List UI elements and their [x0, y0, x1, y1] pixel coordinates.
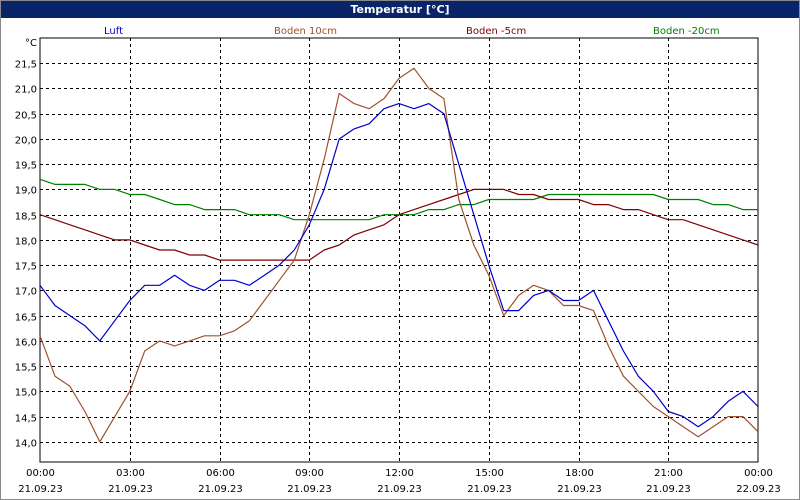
- legend-luft: Luft: [104, 26, 123, 37]
- y-tick-label: 15,5: [15, 363, 37, 374]
- y-tick-label: 14,5: [15, 414, 37, 425]
- y-tick-label: 18,0: [15, 237, 37, 248]
- y-tick-label: 18,5: [15, 212, 37, 223]
- x-tick-time: 21:00: [654, 468, 683, 479]
- x-tick-time: 18:00: [565, 468, 594, 479]
- x-tick-date: 22.09.23: [736, 484, 781, 495]
- y-tick-label: 19,0: [15, 186, 37, 197]
- x-tick-time: 03:00: [116, 468, 145, 479]
- x-tick-time: 00:00: [744, 468, 773, 479]
- y-tick-label: 16,0: [15, 338, 37, 349]
- y-tick-label: 15,0: [15, 388, 37, 399]
- y-tick-label: 21,0: [15, 85, 37, 96]
- legend-boden-10cm: Boden 10cm: [274, 26, 337, 37]
- x-tick-date: 21.09.23: [646, 484, 691, 495]
- x-tick-date: 21.09.23: [108, 484, 153, 495]
- x-tick-date: 21.09.23: [377, 484, 422, 495]
- x-tick-time: 12:00: [385, 468, 414, 479]
- x-tick-time: 00:00: [26, 468, 55, 479]
- y-tick-label: 14,0: [15, 439, 37, 450]
- y-tick-label: 21,5: [15, 60, 37, 71]
- chart-title: Temperatur [°C]: [1, 1, 799, 18]
- y-tick-label: 19,5: [15, 161, 37, 172]
- x-tick-date: 21.09.23: [557, 484, 602, 495]
- y-tick-label: 20,5: [15, 111, 37, 122]
- y-tick-label: 17,5: [15, 262, 37, 273]
- y-tick-label: 16,5: [15, 313, 37, 324]
- series-line-luft: [39, 102, 759, 428]
- x-tick-date: 21.09.23: [467, 484, 512, 495]
- x-tick-time: 06:00: [206, 468, 235, 479]
- x-tick-date: 21.09.23: [287, 484, 332, 495]
- series-line-boden-5cm: [39, 188, 759, 261]
- y-axis-unit: °C: [25, 38, 37, 49]
- series-line-boden-10cm: [39, 67, 759, 443]
- x-tick-time: 09:00: [295, 468, 324, 479]
- x-tick-date: 21.09.23: [18, 484, 63, 495]
- y-tick-label: 17,0: [15, 287, 37, 298]
- y-tick-label: 20,0: [15, 136, 37, 147]
- legend-boden-minus-20cm: Boden -20cm: [653, 26, 720, 37]
- legend-boden-minus-5cm: Boden -5cm: [466, 26, 527, 37]
- x-tick-date: 21.09.23: [198, 484, 243, 495]
- x-tick-time: 15:00: [475, 468, 504, 479]
